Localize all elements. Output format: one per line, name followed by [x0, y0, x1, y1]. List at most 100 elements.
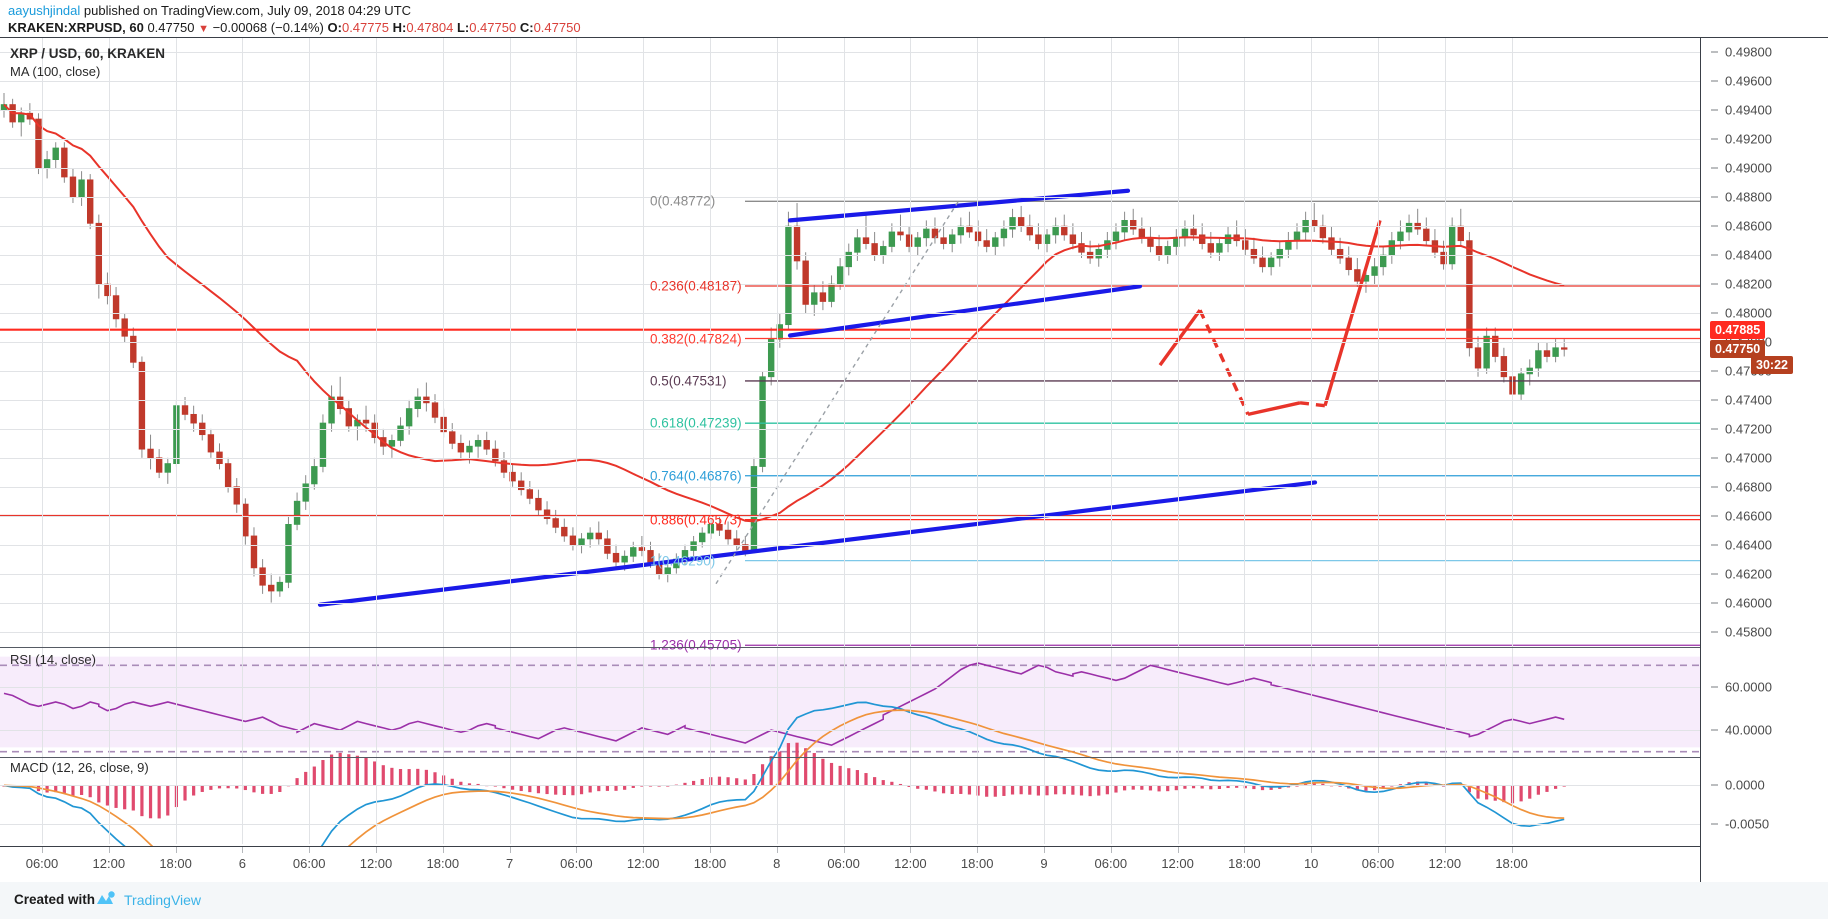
ma-indicator-legend[interactable]: MA (100, close): [10, 64, 101, 79]
macd-histogram-bar: [278, 785, 282, 792]
gridline: [1044, 38, 1045, 844]
macd-histogram-bar: [105, 785, 110, 806]
macd-histogram-bar: [1105, 785, 1109, 795]
gridline: [1511, 38, 1513, 844]
macd-indicator-legend[interactable]: MACD (12, 26, close, 9): [10, 760, 149, 775]
macd-histogram-bar: [1157, 785, 1161, 792]
price-projection-line: [1198, 309, 1250, 416]
time-tick-label: 06:00: [827, 856, 860, 871]
time-tick-label: 9: [1040, 856, 1048, 871]
macd-histogram-bar: [1002, 785, 1006, 796]
time-tick-label: 12:00: [626, 856, 660, 871]
main-rsi-separator: [0, 647, 1700, 648]
macd-histogram-bar: [1028, 785, 1032, 795]
macd-histogram-bar: [1424, 782, 1428, 786]
price-axis[interactable]: 0.49800 0.49600 0.49400 0.49200 0.49000 0.488…: [1700, 38, 1828, 883]
macd-tick: [1711, 784, 1718, 786]
gridline: [309, 38, 311, 844]
macd-histogram-bar: [855, 770, 859, 786]
price-tick-label: 0.47000: [1725, 450, 1772, 466]
chart-canvas[interactable]: [0, 38, 1700, 846]
macd-histogram-bar: [416, 768, 420, 786]
rsi-line: [3, 662, 1565, 747]
price-projection-line: [1299, 401, 1326, 408]
macd-histogram-bar: [941, 785, 946, 794]
macd-histogram-bar: [743, 779, 747, 786]
macd-histogram-bar: [700, 778, 704, 786]
macd-histogram-bar: [1183, 785, 1187, 789]
macd-histogram-bar: [1123, 785, 1127, 791]
rsi-tick-label: 60.0000: [1725, 679, 1772, 695]
macd-histogram-bar: [1321, 783, 1325, 786]
macd-histogram-bar: [829, 762, 834, 786]
macd-histogram-bar: [1381, 785, 1385, 789]
macd-histogram-bar: [1226, 785, 1230, 789]
time-tick-label: 10: [1303, 856, 1319, 871]
gridline: [1311, 38, 1313, 844]
price-tick-label: 0.46000: [1725, 595, 1772, 611]
main-series-legend[interactable]: XRP / USD, 60, KRAKEN: [10, 46, 166, 61]
symbol-label[interactable]: KRAKEN:XRPUSD, 60: [8, 20, 144, 35]
tradingview-brand-link[interactable]: TradingView: [124, 892, 202, 908]
plot-area[interactable]: XRP / USD, 60, KRAKEN MA (100, close) 0(…: [0, 38, 1700, 846]
macd-histogram-bar: [1252, 785, 1256, 790]
macd-histogram-bar: [545, 785, 549, 795]
price-tick: [1711, 428, 1718, 430]
macd-histogram-bar: [1088, 785, 1092, 797]
macd-histogram-bar: [1545, 785, 1549, 792]
gridline: [1244, 38, 1246, 844]
channel-lower-line: [787, 284, 1143, 338]
price-tick-label: 0.48200: [1725, 276, 1772, 292]
time-tick: [643, 847, 645, 853]
gridline: [42, 38, 43, 844]
gridline: [108, 38, 110, 844]
time-axis[interactable]: 06:00 12:00 18:00 6 06:00 12:00 18:00 7 06:00 12:…: [0, 846, 1700, 883]
macd-histogram-bar: [407, 769, 411, 786]
price-tick: [1711, 225, 1718, 227]
macd-histogram-bar: [329, 754, 334, 786]
macd-histogram-bar: [1174, 785, 1178, 791]
time-tick-label: 06:00: [1094, 856, 1128, 871]
macd-histogram-bar: [924, 785, 928, 790]
author-name[interactable]: aayushjindal: [8, 3, 81, 18]
macd-histogram-bar: [735, 778, 739, 786]
macd-histogram-bar: [364, 757, 368, 786]
time-tick: [1110, 847, 1112, 853]
price-tick: [1711, 457, 1718, 459]
time-tick-label: 6: [238, 856, 247, 871]
macd-histogram-bar: [1536, 785, 1540, 795]
price-tick: [1711, 109, 1718, 111]
price-tick: [1711, 196, 1718, 198]
macd-histogram-bar: [1131, 785, 1135, 790]
chart-frame[interactable]: XRP / USD, 60, KRAKEN MA (100, close) 0(…: [0, 37, 1828, 883]
macd-histogram-bar: [1079, 785, 1084, 796]
publish-text: published on TradingView.com, July 09, 2…: [80, 3, 412, 18]
macd-histogram-bar: [950, 785, 954, 795]
created-with-label: Created with: [14, 892, 96, 907]
price-badge[interactable]: 0.47750: [1710, 340, 1766, 359]
gridline: [0, 686, 1700, 688]
macd-histogram-bar: [148, 785, 153, 819]
macd-histogram-bar: [821, 758, 825, 786]
gridline: [0, 785, 1700, 787]
time-tick-label: 12:00: [359, 856, 393, 871]
macd-histogram-bar: [192, 785, 196, 796]
macd-histogram-bar: [1364, 785, 1368, 791]
price-badge[interactable]: 0.47885: [1710, 320, 1766, 339]
price-tick: [1711, 80, 1718, 82]
macd-histogram-bar: [123, 785, 127, 810]
price-badge[interactable]: 30:22: [1751, 356, 1793, 375]
macd-tick-label: -0.0050: [1725, 816, 1770, 832]
macd-histogram-bar: [261, 785, 265, 794]
macd-histogram-bar: [1200, 785, 1204, 789]
macd-histogram-bar: [1528, 785, 1532, 799]
price-tick-label: 0.48600: [1725, 218, 1772, 234]
time-tick: [843, 847, 845, 853]
macd-histogram-bar: [295, 778, 299, 786]
price-tick-label: 0.45800: [1725, 624, 1772, 640]
rsi-indicator-legend[interactable]: RSI (14, close): [10, 652, 96, 667]
gridline: [0, 255, 1700, 257]
price-tick-label: 0.49800: [1725, 44, 1772, 60]
price-tick-label: 0.46800: [1725, 479, 1772, 495]
publish-line: aayushjindal published on TradingView.co…: [8, 3, 411, 18]
